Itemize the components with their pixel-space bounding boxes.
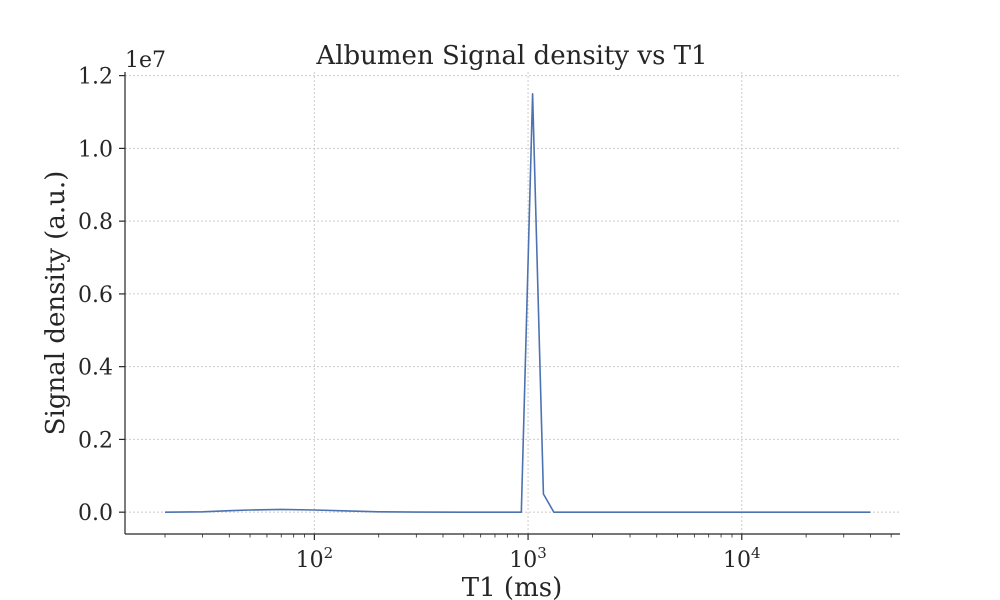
y-tick-label: 1.0 bbox=[78, 137, 113, 162]
y-tick-label: 0.4 bbox=[78, 356, 113, 381]
y-ticks-layer: 0.0 0.2 0.4 0.6 0.8 1.0 1.2 bbox=[78, 65, 125, 526]
x-tick-label: 104 bbox=[723, 544, 761, 573]
x-tick-label-exponent: 3 bbox=[537, 544, 547, 562]
x-tick-label-base: 10 bbox=[723, 548, 751, 573]
x-tick-label-base: 10 bbox=[509, 548, 537, 573]
x-ticks-layer: 102 103 104 bbox=[164, 534, 892, 573]
y-tick-label: 0.6 bbox=[78, 283, 113, 308]
y-axis-label: Signal density (a.u.) bbox=[41, 171, 71, 436]
y-tick-label: 1.2 bbox=[78, 65, 113, 90]
x-tick-label-base: 10 bbox=[296, 548, 324, 573]
y-tick-label: 0.0 bbox=[78, 501, 113, 526]
y-tick-label: 0.2 bbox=[78, 428, 113, 453]
x-axis-label: T1 (ms) bbox=[462, 573, 562, 600]
series-layer bbox=[164, 93, 871, 513]
grid-layer bbox=[125, 72, 900, 534]
chart-title: Albumen Signal density vs T1 bbox=[315, 41, 707, 71]
y-tick-label: 0.8 bbox=[78, 210, 113, 235]
x-tick-label-exponent: 4 bbox=[751, 544, 761, 562]
series-line bbox=[164, 93, 871, 513]
x-tick-label: 102 bbox=[296, 544, 334, 573]
x-tick-label-exponent: 2 bbox=[324, 544, 334, 562]
x-tick-label: 103 bbox=[509, 544, 547, 573]
y-offset-label: 1e7 bbox=[125, 48, 166, 73]
